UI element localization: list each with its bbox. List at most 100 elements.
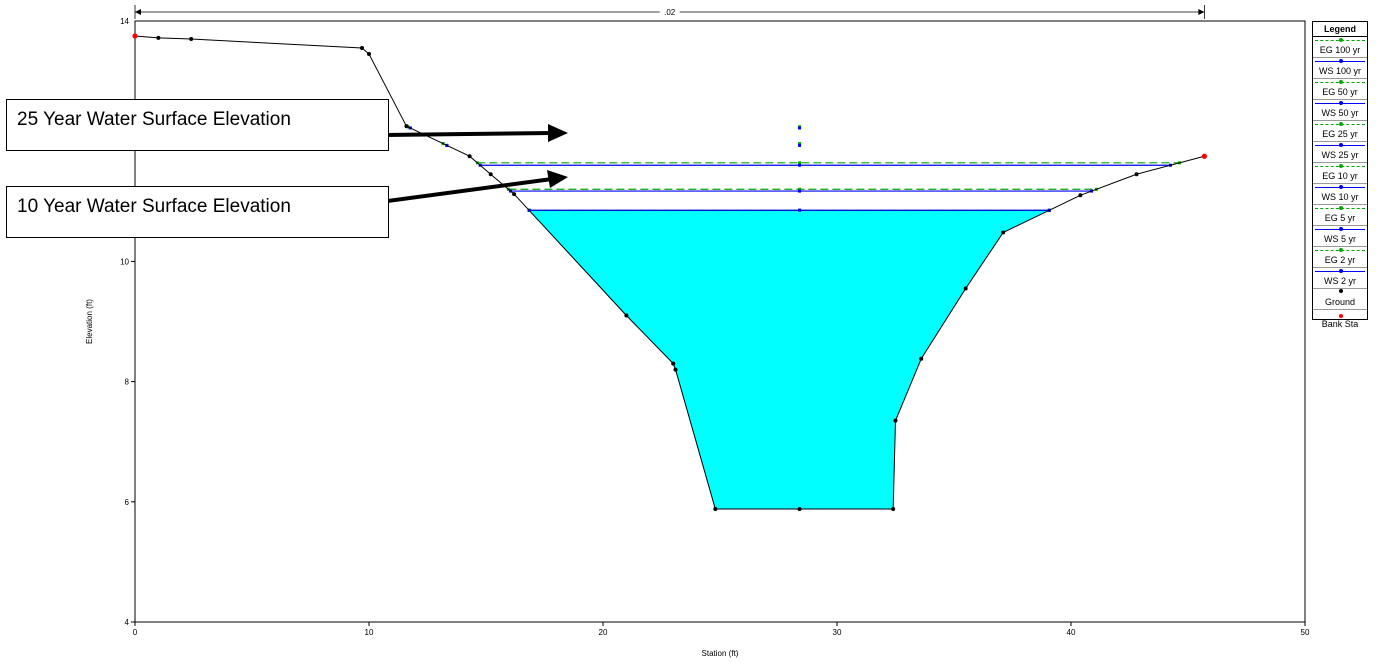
legend-label-9: WS 5 yr: [1323, 234, 1356, 244]
ground-point-16: [919, 356, 924, 361]
legend-label-0: EG 100 yr: [1319, 45, 1361, 55]
legend-marker-4: [1339, 122, 1343, 126]
legend-item-3: WS 50 yr: [1313, 100, 1367, 121]
legend-item-2: EG 50 yr: [1313, 79, 1367, 100]
legend-marker-2: [1339, 80, 1343, 84]
arrow-25-head: [548, 124, 568, 142]
x-tick-label-5: 50: [1301, 628, 1310, 637]
legend-marker-11: [1339, 269, 1343, 273]
ground-point-7: [488, 172, 493, 177]
legend-marker-0: [1339, 38, 1343, 42]
ground-point-12: [713, 507, 718, 512]
legend-item-7: WS 10 yr: [1313, 184, 1367, 205]
roughness-label: .02: [664, 8, 676, 17]
legend-marker-7: [1339, 185, 1343, 189]
ground-point-18: [1001, 230, 1006, 235]
arrow-25-line: [384, 131, 553, 137]
legend-label-4: EG 25 yr: [1322, 129, 1358, 139]
x-tick-label-0: 0: [133, 628, 138, 637]
ground-point-14: [891, 507, 896, 512]
y-tick-label-2: 8: [125, 378, 130, 387]
legend-marker-3: [1339, 101, 1343, 105]
ground-profile: [132, 33, 1207, 512]
legend-marker-10: [1339, 248, 1343, 252]
callout-arrows: [379, 124, 568, 204]
legend-marker-13: [1339, 314, 1343, 318]
legend-item-1: WS 100 yr: [1313, 58, 1367, 79]
ground-point-1: [156, 35, 161, 40]
x-tick-label-1: 10: [365, 628, 374, 637]
y-tick-label-top: 14: [120, 17, 129, 26]
arrow-10-line: [379, 177, 553, 204]
ground-point-2: [189, 37, 194, 42]
ground-point-17: [963, 286, 968, 291]
callout-25-year: 25 Year Water Surface Elevation: [6, 99, 389, 151]
legend-item-0: EG 100 yr: [1313, 37, 1367, 58]
series-marker-2-1: [798, 142, 802, 146]
legend-label-13: Bank Sta: [1321, 319, 1359, 329]
legend-label-8: EG 5 yr: [1324, 213, 1356, 223]
legend-marker-9: [1339, 227, 1343, 231]
legend-item-11: WS 2 yr: [1313, 268, 1367, 289]
ground-point-10: [671, 361, 676, 366]
roughness-right-arrow: [1198, 9, 1205, 15]
ground-point-15: [893, 418, 898, 423]
legend-label-1: WS 100 yr: [1318, 66, 1361, 76]
legend-label-2: EG 50 yr: [1322, 87, 1358, 97]
ground-point-8: [512, 192, 517, 197]
legend-item-10: EG 2 yr: [1313, 247, 1367, 268]
legend-item-4: EG 25 yr: [1313, 121, 1367, 142]
bank-station-1: [1201, 153, 1207, 159]
series-marker-1-1: [798, 126, 802, 130]
roughness-left-arrow: [135, 9, 141, 15]
legend-item-5: WS 25 yr: [1313, 142, 1367, 163]
legend-item-13: Bank Sta: [1313, 310, 1367, 336]
series-marker-11-1: [798, 208, 802, 212]
x-tick-label-3: 30: [833, 628, 842, 637]
water-fill: [529, 210, 1050, 510]
legend-label-3: WS 50 yr: [1321, 108, 1359, 118]
series-marker-5-1: [798, 163, 802, 167]
legend: Legend EG 100 yr WS 100 yr EG 50 yr WS 50 y…: [1312, 21, 1368, 329]
y-tick-label-0: 4: [125, 618, 130, 627]
legend-item-6: EG 10 yr: [1313, 163, 1367, 184]
legend-item-8: EG 5 yr: [1313, 205, 1367, 226]
legend-label-5: WS 25 yr: [1321, 150, 1359, 160]
legend-item-9: WS 5 yr: [1313, 226, 1367, 247]
roughness-label-bg: [659, 7, 680, 17]
legend-label-6: EG 10 yr: [1322, 171, 1358, 181]
series-marker-3-1: [798, 143, 802, 147]
ground-point-19: [1078, 193, 1083, 198]
x-tick-label-4: 40: [1067, 628, 1076, 637]
water-area: [529, 210, 1050, 510]
legend-marker-8: [1339, 206, 1343, 210]
ground-point-20: [1134, 172, 1139, 177]
ground-point-5: [404, 124, 409, 129]
series-marker-7-1: [798, 189, 802, 193]
y-tick-label-3: 10: [120, 257, 129, 266]
legend-label-10: EG 2 yr: [1324, 255, 1356, 265]
ground-point-9: [624, 313, 629, 318]
legend-marker-5: [1339, 143, 1343, 147]
ground-point-6: [467, 154, 472, 159]
axes: 0 10 20 30 40 50 4 6 8 10 14 Station (ft) Elevation …: [85, 17, 1310, 658]
arrow-10-head: [547, 170, 568, 188]
x-axis-title: Station (ft): [702, 649, 739, 658]
legend-label-7: WS 10 yr: [1321, 192, 1359, 202]
y-axis-title: Elevation (ft): [85, 299, 94, 344]
legend-title: Legend: [1313, 22, 1367, 37]
ground-point-3: [359, 46, 364, 51]
ground-point-11: [673, 367, 678, 372]
ground-line: [134, 35, 1205, 510]
y-tick-label-1: 6: [125, 498, 130, 507]
legend-marker-12: [1339, 289, 1343, 293]
roughness-dimension: .02: [134, 5, 1205, 19]
bank-station-0: [132, 33, 138, 39]
series-marker-6-1: [798, 187, 802, 191]
x-tick-label-2: 20: [599, 628, 608, 637]
legend-label-12: Ground: [1324, 297, 1356, 307]
legend-items: EG 100 yr WS 100 yr EG 50 yr WS 50 yr EG 25 …: [1313, 37, 1367, 336]
series-marker-4-1: [798, 161, 802, 165]
ground-point-13: [797, 507, 802, 512]
legend-label-11: WS 2 yr: [1323, 276, 1356, 286]
